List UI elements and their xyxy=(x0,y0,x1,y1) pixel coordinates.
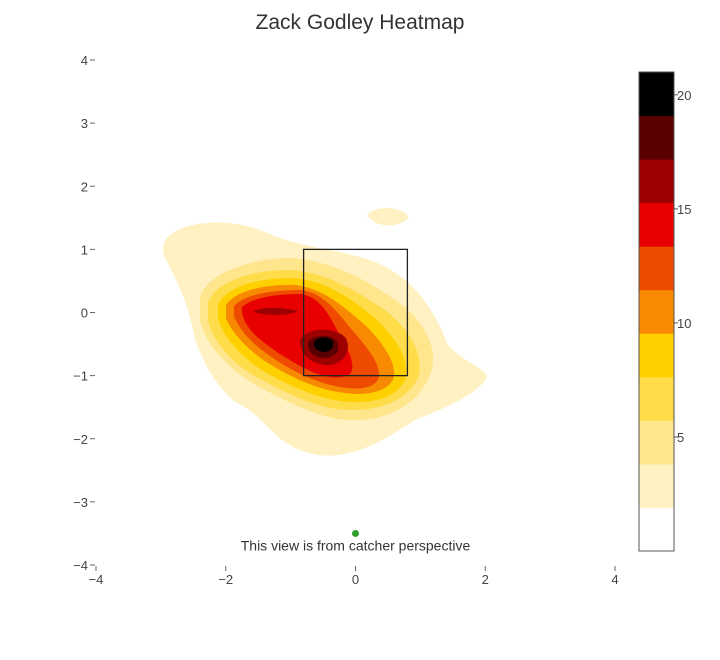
colorbar-segment xyxy=(639,376,674,421)
colorbar-segment xyxy=(639,159,674,204)
colorbar-tick-label: 20 xyxy=(677,88,691,103)
colorbar-segment xyxy=(639,507,674,552)
y-tick-label: 3 xyxy=(81,116,88,131)
density-band-2 xyxy=(367,208,409,226)
density-band-9 xyxy=(253,307,298,315)
strike-zone-box xyxy=(302,248,409,377)
y-tick-label: 1 xyxy=(81,242,88,257)
colorbar-segment xyxy=(639,115,674,160)
x-tick-label: 4 xyxy=(611,572,618,587)
colorbar-tick-label: 5 xyxy=(677,430,684,445)
colorbar-segment xyxy=(639,72,674,117)
density-contours xyxy=(162,208,487,456)
y-axis: 4 3 2 1 0 −1 −2 −3 −4 xyxy=(73,53,95,573)
colorbar-segment xyxy=(639,420,674,465)
x-tick-label: 2 xyxy=(482,572,489,587)
colorbar-segment xyxy=(639,289,674,334)
perspective-annotation: This view is from catcher perspective xyxy=(241,537,471,553)
x-tick-label: −4 xyxy=(89,572,104,587)
colorbar-tick-label: 15 xyxy=(677,202,691,217)
y-tick-label: 4 xyxy=(81,53,88,68)
colorbar-outline xyxy=(638,71,675,552)
x-tick-label: −2 xyxy=(218,572,233,587)
y-tick-label: −4 xyxy=(73,558,88,573)
density-band-12 xyxy=(313,337,334,352)
x-axis: −4 −2 0 2 4 xyxy=(89,566,619,587)
colorbar: 5 10 15 20 xyxy=(638,71,691,552)
chart-title: Zack Godley Heatmap xyxy=(256,11,465,34)
y-tick-label: −2 xyxy=(73,432,88,447)
colorbar-segment xyxy=(639,463,674,508)
y-tick-label: −1 xyxy=(73,369,88,384)
colorbar-tick-label: 10 xyxy=(677,316,691,331)
colorbar-segment xyxy=(639,202,674,247)
catcher-marker xyxy=(352,529,359,537)
y-tick-label: −3 xyxy=(73,495,88,510)
colorbar-segment xyxy=(639,246,674,291)
y-tick-label: 2 xyxy=(81,179,88,194)
colorbar-segment xyxy=(639,333,674,378)
y-tick-label: 0 xyxy=(81,306,88,321)
x-tick-label: 0 xyxy=(352,572,359,587)
